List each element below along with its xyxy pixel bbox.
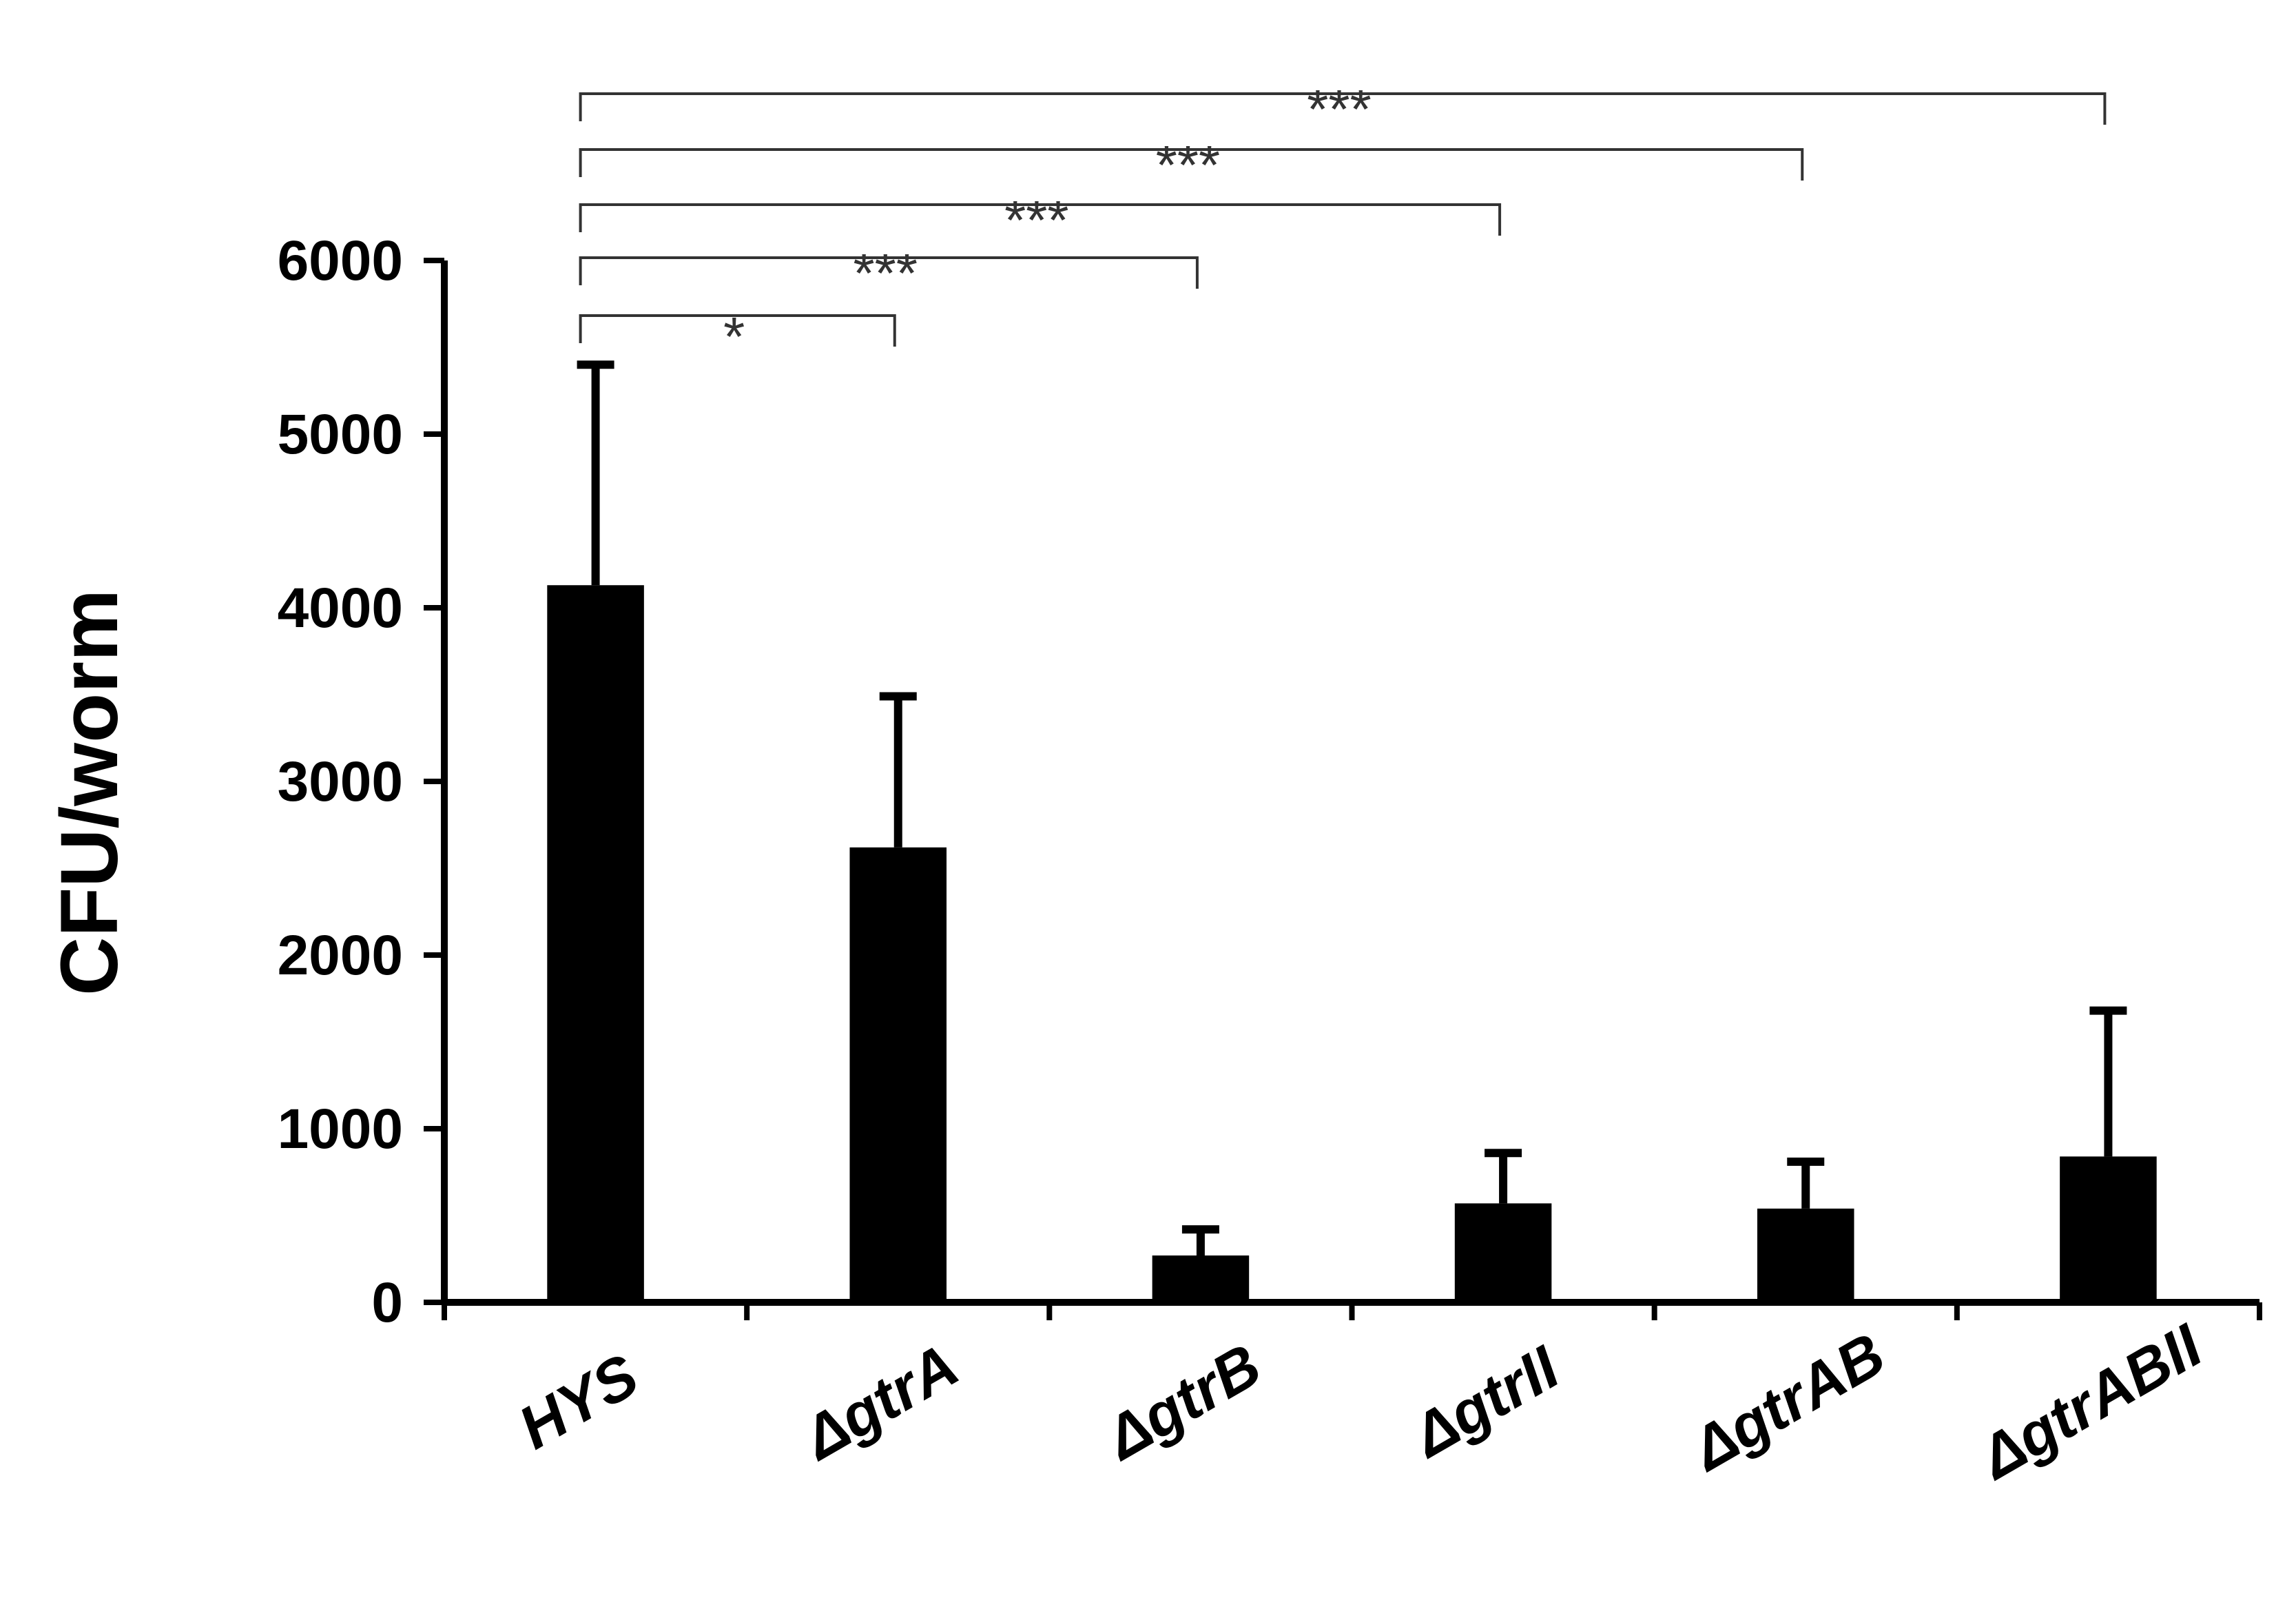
significance-label: *** [1004,189,1068,251]
x-tick-label: ΔgtrB [1093,1331,1272,1473]
y-tick-label: 4000 [278,577,403,639]
error-bars [577,360,2127,1256]
x-tick-label: HYS [507,1340,649,1462]
x-tick-label: ΔgtrABII [1967,1311,2214,1493]
y-ticks: 0 1000 2000 3000 4000 5000 6000 [278,229,444,1334]
bar [1152,1255,1250,1302]
y-tick-label: 3000 [278,750,403,813]
bar [2060,1156,2157,1302]
significance-label: *** [854,243,918,304]
y-tick-label: 5000 [278,403,403,466]
y-tick-label: 6000 [278,229,403,292]
bars [547,585,2157,1302]
x-tick-labels: HYS ΔgtrA ΔgtrB ΔgtrII ΔgtrAB ΔgtrABII [507,1311,2214,1493]
bar [1757,1208,1854,1302]
y-axis-title: CFU/worm [44,589,135,996]
y-tick-label: 1000 [278,1098,403,1160]
y-tick-label: 0 [371,1271,403,1334]
significance-label: * [723,306,745,367]
significance-bracket [579,314,896,347]
bar [1454,1203,1552,1302]
axes [441,260,2262,1320]
y-tick-label: 2000 [278,924,403,987]
bar [849,847,947,1302]
significance-brackets: ************* [579,79,2107,367]
significance-bracket [579,92,2107,125]
significance-bracket [579,148,1804,181]
x-tick-label: ΔgtrA [790,1331,969,1473]
x-tick-label: ΔgtrAB [1679,1320,1896,1484]
significance-label: *** [1156,134,1220,196]
bar [547,585,644,1302]
significance-bracket [579,203,1502,236]
significance-label: *** [1307,79,1371,140]
significance-bracket [579,256,1199,289]
x-tick-label: ΔgtrII [1400,1333,1571,1471]
